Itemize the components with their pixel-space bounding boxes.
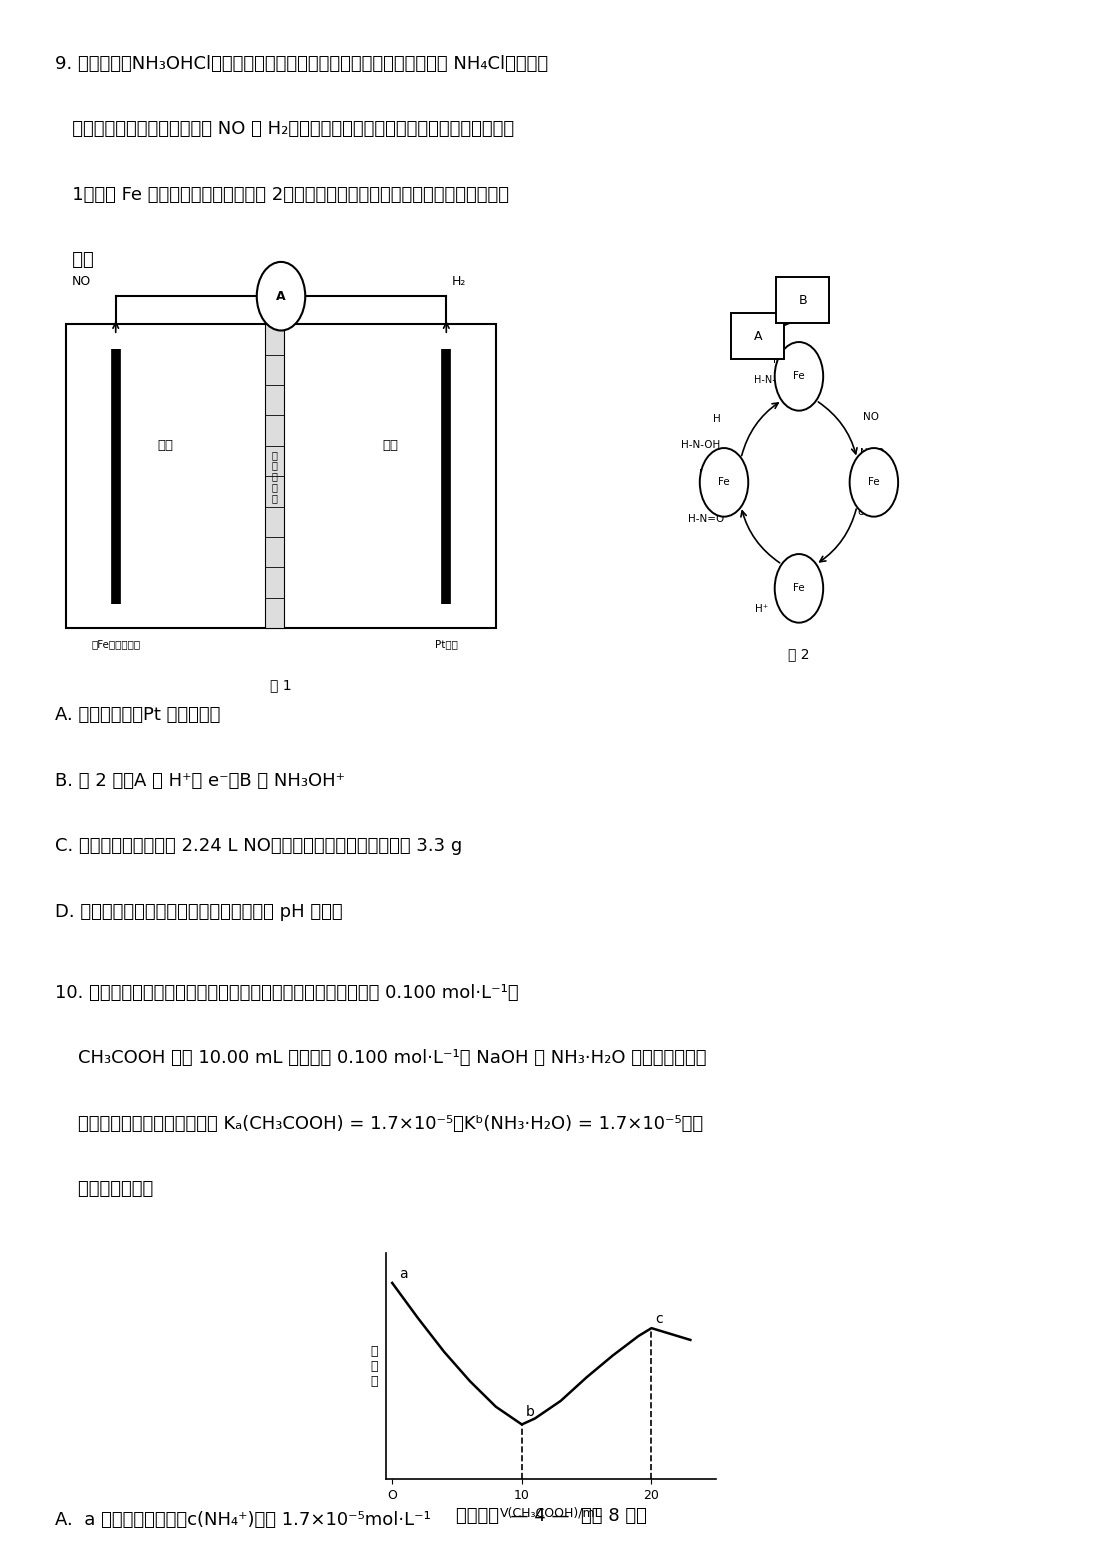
Circle shape [850,447,898,516]
Y-axis label: 电
导
率: 电 导 率 [371,1345,378,1388]
Circle shape [257,262,305,331]
Text: 盐酸: 盐酸 [158,438,173,452]
Text: A: A [754,329,761,343]
Text: D. 电池工作一段时间后，正、负极区溶液的 pH 均下降: D. 电池工作一段时间后，正、负极区溶液的 pH 均下降 [55,903,343,921]
Bar [66,324,496,628]
Text: H-N-OH: H-N-OH [754,374,791,385]
Text: H: H [713,413,721,424]
Circle shape [775,341,823,410]
Text: a: a [399,1267,408,1281]
Text: A.  a 点的混合溶液中：c(NH₄⁺)约为 1.7×10⁻⁵mol·L⁻¹: A. a 点的混合溶液中：c(NH₄⁺)约为 1.7×10⁻⁵mol·L⁻¹ [55,1511,431,1529]
Text: 图 2: 图 2 [788,647,810,661]
Text: 含Fe的催化电极: 含Fe的催化电极 [91,639,140,649]
FancyBboxPatch shape [776,276,829,323]
Text: Pt电极: Pt电极 [435,639,457,649]
Circle shape [700,447,748,516]
Text: A. 电池工作时，Pt 电极为正极: A. 电池工作时，Pt 电极为正极 [55,706,220,725]
Text: Fe: Fe [868,477,879,488]
Text: e⁻H⁺: e⁻H⁺ [857,507,883,518]
Text: b: b [526,1405,534,1419]
Text: 1）和含 Fe 的催化电极反应机理（图 2）如下。不考虑溶液体积的变化，下列说法正确: 1）和含 Fe 的催化电极反应机理（图 2）如下。不考虑溶液体积的变化，下列说法… [55,186,509,204]
Text: N=O: N=O [861,447,885,458]
Text: c: c [656,1313,663,1327]
X-axis label: V(CH₃COOH)/mL: V(CH₃COOH)/mL [499,1506,603,1520]
Text: 得电导率曲线如图所示。已知 Kₐ(CH₃COOH) = 1.7×10⁻⁵，Kᵇ(NH₃·H₂O) = 1.7×10⁻⁵，下: 得电导率曲线如图所示。已知 Kₐ(CH₃COOH) = 1.7×10⁻⁵，Kᵇ(… [55,1115,703,1133]
Text: H⁺: H⁺ [755,605,768,614]
Text: Fe: Fe [719,477,730,488]
Text: 的是: 的是 [55,251,94,270]
Text: 9. 盐酸羟胺（NH₃OHCl）是一种常见的还原剂和显像剂，其化学性质类似 NH₄Cl。工业上: 9. 盐酸羟胺（NH₃OHCl）是一种常见的还原剂和显像剂，其化学性质类似 NH… [55,55,548,73]
Text: Fe: Fe [793,583,804,594]
Text: B. 图 2 中，A 为 H⁺和 e⁻，B 为 NH₃OH⁺: B. 图 2 中，A 为 H⁺和 e⁻，B 为 NH₃OH⁺ [55,772,345,790]
Text: 高三化学  — 4 —  （共 8 页）: 高三化学 — 4 — （共 8 页） [455,1506,647,1525]
Text: H-N=O: H-N=O [688,514,724,524]
FancyBboxPatch shape [732,313,785,360]
Text: 10. 电导率是衡量电解质溶液导电能力大小的物理量。室温下，用 0.100 mol·L⁻¹的: 10. 电导率是衡量电解质溶液导电能力大小的物理量。室温下，用 0.100 mo… [55,984,519,1002]
Circle shape [775,553,823,622]
Text: NO: NO [72,276,90,288]
Text: e⁻: e⁻ [781,605,793,614]
Text: 质
子
交
换
膜: 质 子 交 换 膜 [271,449,278,504]
Text: H₂: H₂ [452,276,466,288]
Text: H: H [773,355,780,365]
Text: C. 电池工作时，每消耗 2.24 L NO（标况下）左室溶液质量增加 3.3 g: C. 电池工作时，每消耗 2.24 L NO（标况下）左室溶液质量增加 3.3 … [55,837,463,856]
Text: CH₃COOH 滴定 10.00 mL 浓度均为 0.100 mol·L⁻¹的 NaOH 和 NH₃·H₂O 的混合溶液，所: CH₃COOH 滴定 10.00 mL 浓度均为 0.100 mol·L⁻¹的 … [55,1049,706,1068]
Text: H⁺e⁻: H⁺e⁻ [699,469,724,479]
Text: Fe: Fe [793,371,804,382]
Bar [264,324,284,628]
Text: H-N-OH: H-N-OH [681,440,721,451]
Text: A: A [277,290,285,302]
Text: 列说法错误的是: 列说法错误的是 [55,1180,153,1199]
Text: 图 1: 图 1 [270,678,292,692]
Text: B: B [798,293,807,307]
Text: 盐酸: 盐酸 [382,438,398,452]
Text: NO: NO [863,412,878,421]
Text: 主要采用向两侧电极分别通入 NO 和 H₂，以盐酸为电解质来进行制备，其电池装置（图: 主要采用向两侧电极分别通入 NO 和 H₂，以盐酸为电解质来进行制备，其电池装置… [55,120,515,139]
